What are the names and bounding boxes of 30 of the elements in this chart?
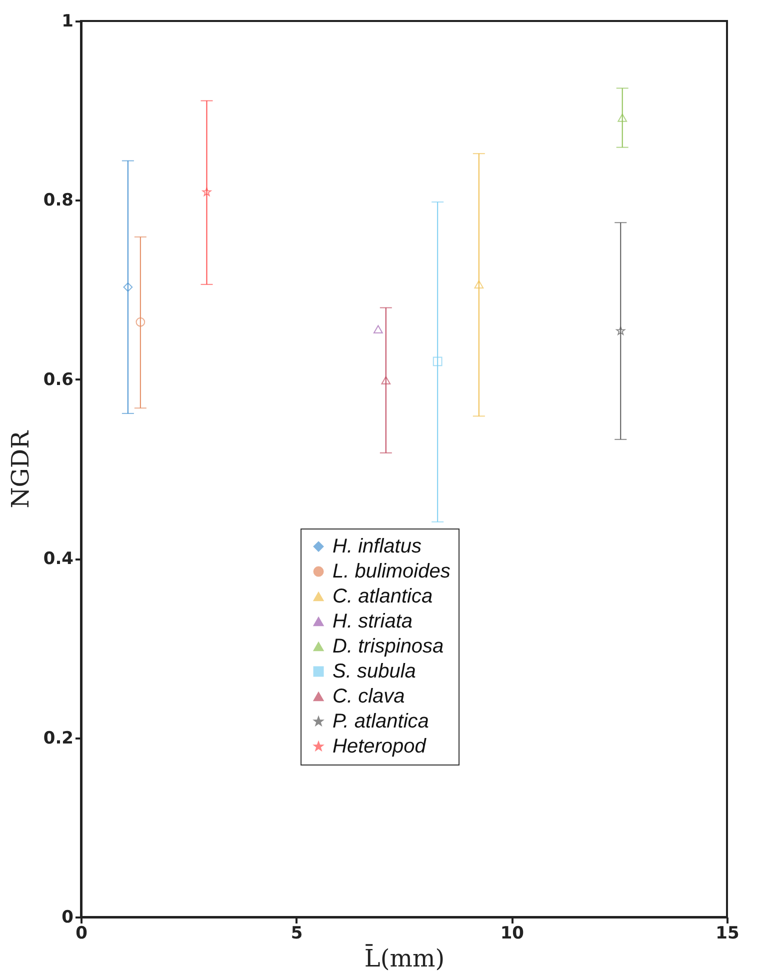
point bbox=[373, 325, 383, 334]
point bbox=[381, 376, 391, 384]
legend-label: L. bulimoides bbox=[332, 560, 450, 583]
point bbox=[474, 280, 484, 289]
x-axis-title: L̄(mm) bbox=[364, 944, 445, 972]
y-axis-title: NGDR bbox=[6, 430, 34, 508]
y-tick-label: 0.6 bbox=[43, 370, 74, 390]
point bbox=[202, 187, 212, 196]
legend-label: Heteropod bbox=[332, 736, 427, 758]
y-tick-label: 0.2 bbox=[43, 728, 74, 748]
point bbox=[616, 326, 626, 335]
x-tick-label: 15 bbox=[716, 924, 740, 944]
legend-label: P. atlantica bbox=[332, 710, 429, 733]
x-tick-label: 10 bbox=[500, 924, 524, 944]
x-tick-label: 5 bbox=[290, 924, 303, 944]
point bbox=[123, 282, 133, 292]
legend-label: S. subula bbox=[332, 660, 416, 683]
point bbox=[618, 114, 628, 122]
y-tick-label: 0.8 bbox=[43, 190, 74, 211]
point bbox=[136, 317, 146, 327]
legend-label: D. trispinosa bbox=[332, 636, 444, 658]
legend-label: C. clava bbox=[332, 686, 405, 708]
legend-label: C. atlantica bbox=[332, 586, 433, 608]
y-tick-label: 0.4 bbox=[43, 549, 74, 570]
legend-label: H. inflatus bbox=[332, 536, 422, 558]
point bbox=[432, 356, 442, 366]
legend-label: H. striata bbox=[332, 610, 413, 633]
y-tick-label: 1 bbox=[62, 12, 74, 32]
x-tick-label: 0 bbox=[76, 924, 88, 944]
y-tick-label: 0 bbox=[62, 908, 74, 928]
